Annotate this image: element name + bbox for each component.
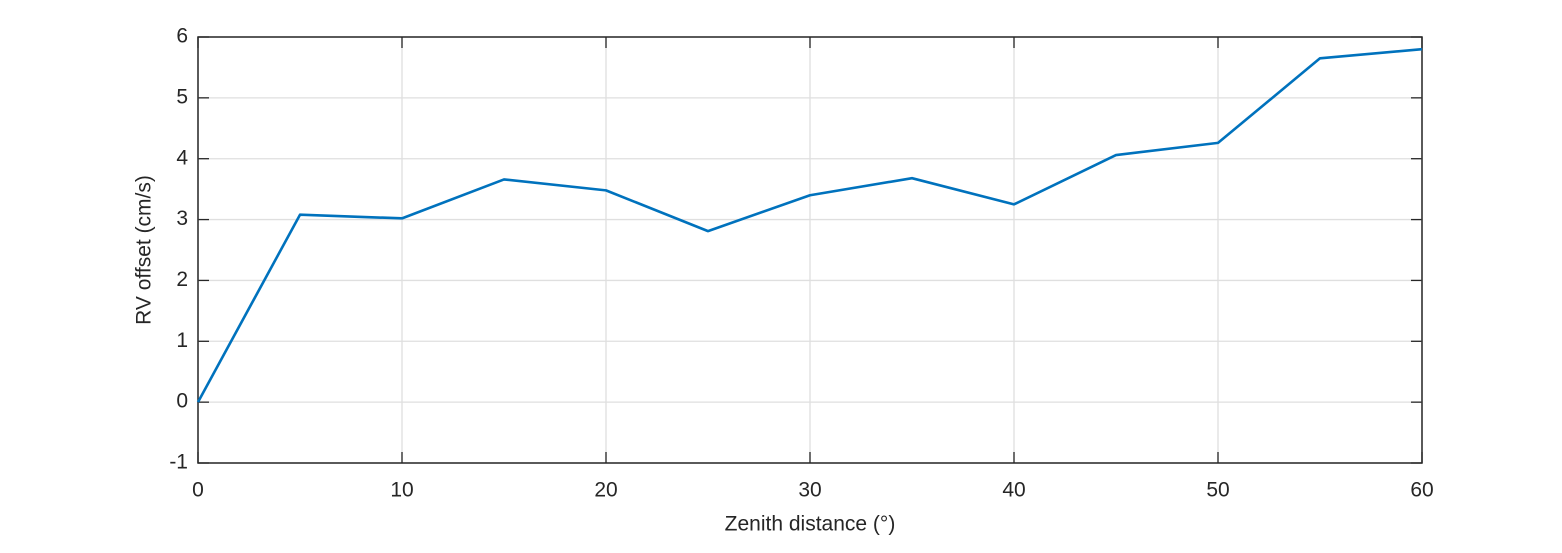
- x-tick-label: 60: [1410, 479, 1433, 502]
- y-tick-label: 6: [176, 25, 188, 48]
- y-tick-label: 2: [176, 268, 188, 291]
- x-axis-label: Zenith distance (°): [725, 513, 896, 536]
- x-tick-label: 40: [1002, 479, 1025, 502]
- y-axis-label: RV offset (cm/s): [133, 175, 156, 325]
- y-tick-label: -1: [169, 451, 188, 474]
- x-tick-label: 0: [192, 479, 204, 502]
- y-tick-label: 4: [176, 146, 188, 169]
- data-line: [196, 47, 1423, 403]
- x-tick-label: 30: [798, 479, 821, 502]
- y-tick-label: 1: [176, 329, 188, 352]
- y-tick-label: 0: [176, 390, 188, 413]
- y-tick-label: 3: [176, 207, 188, 230]
- x-tick-label: 50: [1206, 479, 1229, 502]
- plot-frame: [197, 36, 1423, 464]
- x-tick-label: 20: [594, 479, 617, 502]
- y-tick-label: 5: [176, 85, 188, 108]
- x-tick-label: 10: [390, 479, 413, 502]
